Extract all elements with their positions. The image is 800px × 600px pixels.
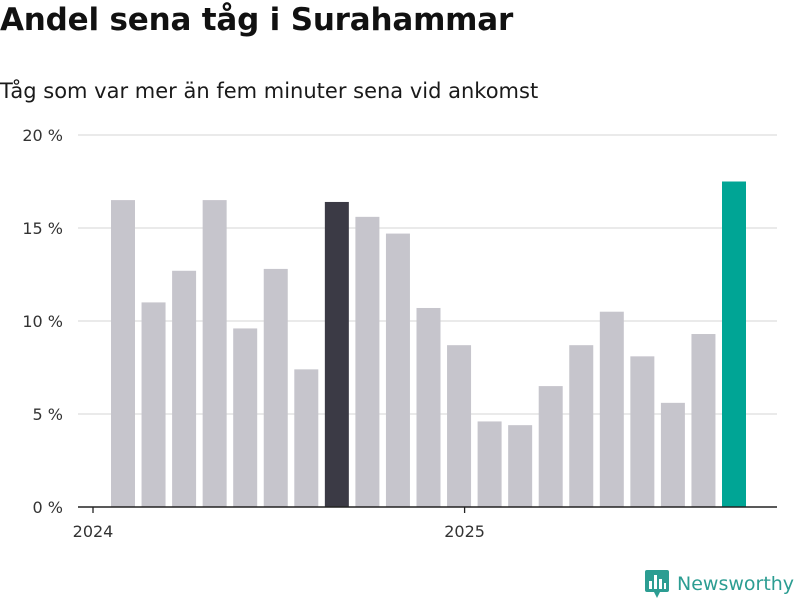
bar [263, 268, 288, 507]
bar [202, 200, 227, 507]
bars [111, 181, 746, 507]
bar [355, 216, 380, 507]
y-tick-label: 15 % [22, 219, 63, 238]
y-tick-label: 10 % [22, 312, 63, 331]
bar [172, 270, 197, 507]
bar [294, 369, 319, 507]
bar [660, 402, 685, 507]
bar [630, 356, 655, 507]
bar [324, 201, 349, 507]
bar [385, 233, 410, 507]
x-tick-label: 2025 [444, 522, 485, 541]
y-tick-label: 0 % [33, 498, 63, 517]
bar [447, 345, 472, 507]
bar [722, 181, 746, 507]
bar [569, 345, 594, 507]
bar [477, 421, 502, 507]
bar [141, 302, 166, 507]
axes: 0 % 5 % 10 % 15 % 20 % 2024 2025 [22, 126, 777, 541]
y-tick-label: 20 % [22, 126, 63, 145]
bar [416, 307, 441, 507]
newsworthy-logo-icon [645, 570, 669, 598]
bar [691, 334, 716, 507]
x-tick-label: 2024 [73, 522, 114, 541]
chart-subtitle: Tåg som var mer än fem minuter sena vid … [0, 79, 539, 103]
y-tick-label: 5 % [33, 405, 63, 424]
bar [538, 386, 563, 507]
newsworthy-brand[interactable]: Newsworthy [644, 569, 794, 599]
bar [599, 311, 624, 507]
bar [111, 200, 135, 507]
brand-name: Newsworthy [677, 573, 795, 595]
chart-title: Andel sena tåg i Surahammar [0, 2, 514, 38]
bar [233, 328, 258, 507]
bar [508, 425, 533, 507]
